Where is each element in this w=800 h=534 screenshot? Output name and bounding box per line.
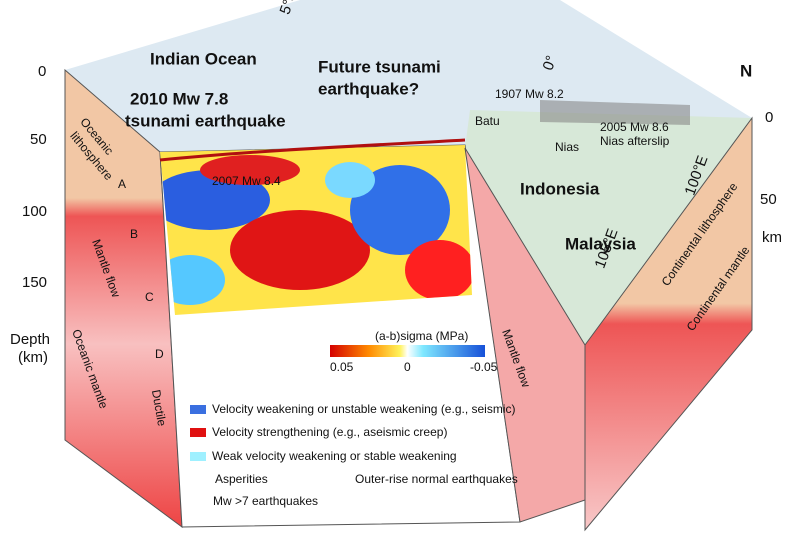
label: 50 (760, 191, 777, 208)
label: B (130, 227, 138, 241)
label: 2007 Mw 8.4 (212, 174, 281, 188)
shape (230, 210, 370, 290)
label: 1907 Mw 8.2 (495, 87, 564, 101)
shape (350, 165, 450, 255)
shape (330, 345, 485, 357)
shape (405, 240, 472, 300)
shape (190, 452, 206, 461)
label: 0.05 (330, 360, 354, 374)
shape (584, 116, 753, 532)
shape (465, 110, 752, 345)
label: Asperities (215, 472, 268, 486)
shape (160, 170, 270, 230)
label: Outer-rise normal earthquakes (355, 472, 518, 486)
label: (km) (18, 349, 48, 366)
label: 0 (404, 360, 411, 374)
label: Batu (475, 114, 500, 128)
shape (160, 145, 472, 315)
shape (325, 162, 375, 198)
label: 150 (22, 274, 47, 291)
label: Indonesia (520, 179, 600, 198)
label: Velocity weakening or unstable weakening… (212, 402, 516, 416)
label: km (762, 229, 782, 246)
label: Nias (555, 140, 579, 154)
label: C (145, 290, 154, 304)
shape (200, 155, 300, 185)
label: Future tsunami (318, 57, 441, 76)
label: Depth (10, 331, 50, 348)
shape (540, 100, 690, 125)
label: 2005 Mw 8.6 (600, 120, 669, 134)
label: tsunami earthquake (125, 111, 286, 130)
label: 0° (540, 53, 561, 72)
label: earthquake? (318, 79, 419, 98)
label: 100 (22, 203, 47, 220)
label: Velocity strengthening (e.g., aseismic c… (212, 425, 447, 439)
shape (159, 138, 466, 162)
label: D (155, 347, 164, 361)
label: 2010 Mw 7.8 (130, 89, 228, 108)
shape (190, 428, 206, 437)
label: Indian Ocean (150, 49, 257, 68)
label: Nias afterslip (600, 134, 670, 148)
shape (190, 405, 206, 414)
label: A (118, 177, 126, 191)
label: N (740, 61, 752, 80)
label: -0.05 (470, 360, 498, 374)
label: Malaysia (565, 234, 636, 253)
label: Mw >7 earthquakes (213, 494, 318, 508)
label: 0 (765, 109, 773, 126)
label: (a-b)sigma (MPa) (375, 329, 468, 343)
label: 50 (30, 131, 47, 148)
label: Weak velocity weakening or stable weaken… (212, 449, 457, 463)
label: 0 (38, 63, 46, 80)
label: Ductile (149, 389, 169, 428)
